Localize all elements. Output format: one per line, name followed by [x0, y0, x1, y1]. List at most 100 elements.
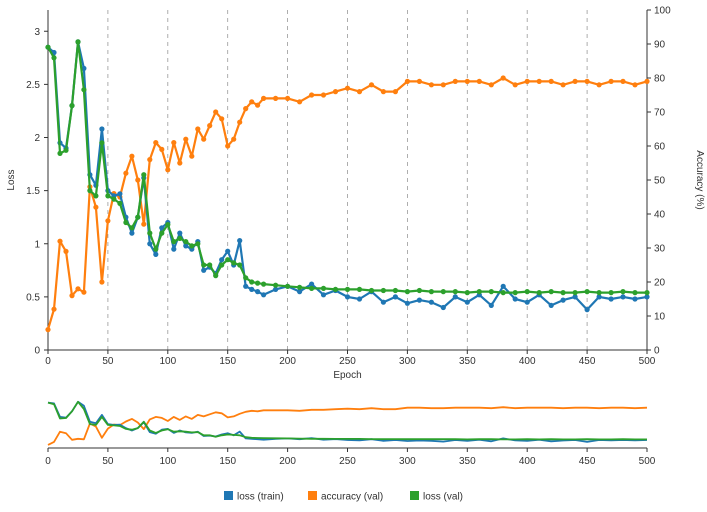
data-point	[255, 280, 261, 286]
data-point	[51, 306, 57, 312]
data-point	[356, 89, 363, 95]
data-point	[488, 302, 494, 308]
data-point	[596, 82, 602, 88]
data-point	[452, 289, 458, 295]
y-left-tick-label: 1.5	[26, 186, 40, 197]
data-point	[147, 157, 153, 163]
data-point	[123, 170, 129, 176]
data-point	[93, 204, 99, 210]
data-point	[219, 262, 225, 268]
y-left-tick-label: 3	[34, 27, 40, 38]
data-point	[57, 238, 63, 244]
y-right-tick-label: 30	[654, 244, 666, 255]
data-point	[99, 279, 105, 285]
data-point	[141, 172, 147, 178]
grid-lines	[107, 10, 588, 350]
data-point	[285, 283, 291, 289]
data-point	[416, 78, 422, 84]
data-point	[153, 246, 159, 252]
data-point	[273, 286, 279, 292]
data-point	[572, 290, 578, 296]
data-point	[632, 82, 638, 88]
legend-label: accuracy (val)	[321, 492, 383, 503]
overview-x-tick-label: 150	[219, 456, 236, 467]
y-left-tick-label: 0	[34, 346, 40, 357]
data-point	[632, 296, 638, 302]
data-point	[392, 294, 398, 300]
y-right-tick-label: 20	[654, 278, 666, 289]
series-accuracy-val	[45, 75, 650, 333]
x-tick-label: 50	[102, 356, 114, 367]
data-point	[183, 136, 189, 142]
data-point	[596, 294, 602, 300]
data-point	[309, 92, 315, 98]
y-right-tick-label: 10	[654, 312, 666, 323]
data-point	[117, 200, 123, 206]
data-point	[117, 191, 123, 197]
data-point	[440, 289, 446, 295]
overview-x-tick-label: 100	[159, 456, 176, 467]
x-tick-label: 450	[579, 356, 596, 367]
x-tick-label: 500	[639, 356, 656, 367]
data-point	[404, 78, 410, 84]
legend-swatch	[308, 491, 317, 500]
overview-x-tick-label: 250	[339, 456, 356, 467]
data-point	[213, 109, 219, 115]
data-point	[500, 75, 506, 81]
data-point	[225, 143, 231, 149]
data-point	[584, 307, 590, 313]
overview-series-line	[47, 400, 647, 441]
data-point	[183, 243, 189, 249]
data-point	[584, 289, 590, 295]
y-right-tick-label: 100	[654, 6, 671, 17]
x-tick-label: 350	[459, 356, 476, 367]
overview-x-tick-label: 350	[459, 456, 476, 467]
legend-item: loss (train)	[224, 491, 284, 503]
data-point	[195, 126, 201, 132]
data-point	[440, 304, 446, 311]
overview-x-tick-label: 400	[519, 456, 536, 467]
y-left-tick-label: 1	[34, 239, 40, 250]
data-point	[81, 289, 87, 295]
y-left-tick-label: 2.5	[26, 80, 40, 91]
legend-swatch	[410, 491, 419, 500]
y-left-tick-label: 0.5	[26, 292, 40, 303]
data-point	[608, 296, 614, 302]
main-plot-series	[45, 39, 650, 333]
data-point	[512, 296, 518, 302]
data-point	[93, 193, 99, 199]
data-point	[195, 241, 201, 247]
data-point	[69, 103, 75, 109]
data-point	[572, 294, 578, 300]
data-point	[45, 327, 51, 333]
data-point	[320, 92, 327, 98]
data-point	[428, 289, 434, 295]
data-point	[261, 95, 267, 101]
data-point	[81, 65, 87, 71]
data-point	[620, 294, 626, 300]
data-point	[81, 87, 87, 93]
legend: loss (train) accuracy (val) loss (val)	[224, 491, 463, 503]
x-tick-label: 0	[45, 356, 51, 367]
data-point	[548, 289, 554, 295]
data-point	[225, 248, 231, 254]
data-point	[207, 262, 213, 268]
data-point	[63, 147, 69, 153]
data-point	[584, 78, 590, 84]
data-point	[297, 289, 303, 295]
data-point	[524, 289, 530, 295]
series-loss-val	[45, 39, 650, 296]
data-point	[75, 39, 81, 45]
y-left-axis-label: Loss	[6, 169, 17, 190]
data-point	[344, 85, 351, 91]
data-point	[512, 82, 518, 88]
overview-x-tick-label: 0	[45, 456, 51, 467]
data-point	[644, 290, 650, 296]
data-point	[243, 275, 249, 281]
legend-label: loss (val)	[423, 492, 463, 503]
data-point	[249, 286, 255, 292]
data-point	[416, 287, 422, 294]
data-point	[201, 262, 207, 268]
data-point	[129, 230, 135, 236]
data-point	[368, 287, 375, 294]
